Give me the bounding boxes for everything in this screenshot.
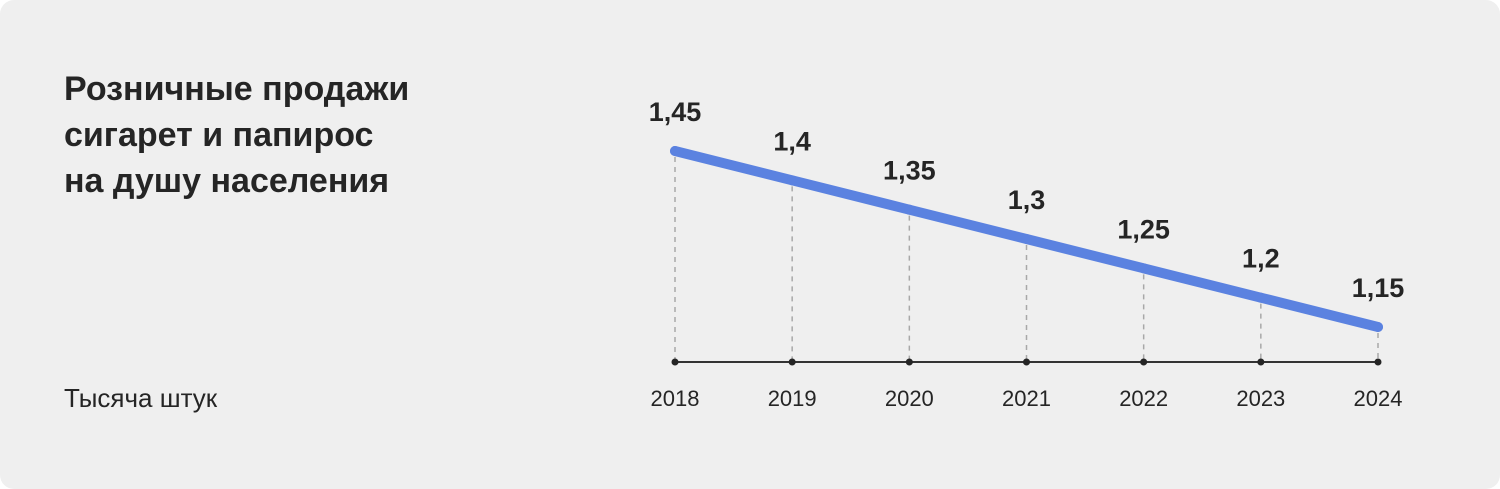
x-tick-dot-2021 bbox=[1023, 358, 1030, 366]
x-tick-label-2018: 2018 bbox=[651, 386, 700, 411]
data-point-2022 bbox=[1138, 263, 1149, 274]
data-point-2021 bbox=[1021, 234, 1032, 244]
x-tick-dot-2022 bbox=[1140, 358, 1148, 366]
data-point-2018 bbox=[670, 146, 680, 156]
chart-title-line-2: сигарет и папирос bbox=[64, 116, 374, 154]
data-label-2022: 1,25 bbox=[1117, 214, 1170, 244]
x-tick-label-2021: 2021 bbox=[1002, 386, 1051, 411]
data-label-2020: 1,35 bbox=[883, 156, 936, 186]
data-label-2018: 1,45 bbox=[649, 97, 702, 127]
x-tick-dot-2024 bbox=[1374, 358, 1382, 366]
data-label-2021: 1,3 bbox=[1008, 185, 1046, 215]
chart-title: Розничные продажи сигарет и папирос на д… bbox=[64, 66, 544, 204]
data-label-2024: 1,15 bbox=[1352, 273, 1405, 303]
x-tick-label-2019: 2019 bbox=[768, 386, 817, 411]
x-tick-dot-2018 bbox=[671, 358, 679, 366]
data-point-2020 bbox=[904, 204, 915, 215]
x-tick-label-2022: 2022 bbox=[1119, 386, 1168, 411]
data-point-2023 bbox=[1255, 292, 1266, 303]
x-tick-label-2024: 2024 bbox=[1354, 386, 1403, 411]
x-tick-dot-2020 bbox=[905, 358, 913, 366]
x-tick-label-2020: 2020 bbox=[885, 386, 934, 411]
data-point-2019 bbox=[787, 175, 798, 186]
x-tick-dot-2019 bbox=[788, 358, 796, 366]
unit-label: Тысяча штук bbox=[64, 383, 218, 413]
data-label-2019: 1,4 bbox=[773, 126, 811, 156]
chart-title-line-1: Розничные продажи bbox=[64, 70, 410, 108]
chart-title-line-3: на душу населения bbox=[64, 162, 390, 200]
data-label-2023: 1,2 bbox=[1242, 244, 1280, 274]
x-tick-dot-2023 bbox=[1257, 358, 1265, 366]
data-point-2024 bbox=[1373, 322, 1383, 332]
x-tick-label-2023: 2023 bbox=[1236, 386, 1285, 411]
